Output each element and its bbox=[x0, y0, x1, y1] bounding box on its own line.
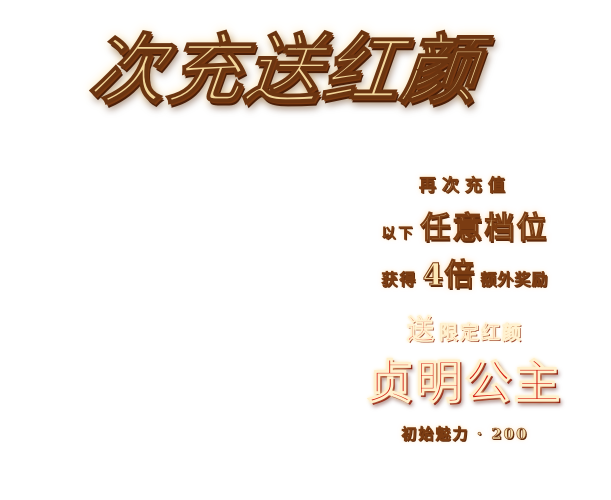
hero-stat-label: 初始魅力 bbox=[401, 425, 470, 444]
hero-stat-value: 200 bbox=[491, 425, 529, 444]
promo-copy: 再次充值 以下 任意档位 获得 4倍 额外奖励 送 限定红颜 贞明公主 初始魅力… bbox=[350, 172, 580, 448]
promo-line-gift-rest: 限定红颜 bbox=[439, 322, 524, 345]
promo-line-bonus-prefix: 获得 bbox=[381, 270, 418, 290]
promo-line-gift: 送 限定红颜 bbox=[350, 314, 580, 348]
hero-name-text: 贞明公主 bbox=[366, 354, 563, 409]
promo-line-recharge-again: 再次充值 bbox=[419, 176, 511, 197]
promo-line-bonus-multiplier: 4倍 bbox=[422, 258, 476, 294]
promo-line-any-tier: 以下 任意档位 bbox=[350, 208, 580, 250]
promo-line-any-tier-emphasis: 任意档位 bbox=[420, 211, 549, 247]
promo-line-bonus: 获得 4倍 额外奖励 bbox=[350, 254, 580, 298]
promo-line-bonus-suffix: 额外奖励 bbox=[480, 270, 549, 290]
promo-line-any-tier-prefix: 以下 bbox=[381, 226, 416, 243]
hero-stat: 初始魅力 · 200 bbox=[350, 420, 580, 448]
headline-title: 次充送红颜 bbox=[84, 24, 485, 115]
promo-line-gift-first: 送 bbox=[406, 315, 435, 347]
hero-stat-separator: · bbox=[476, 425, 484, 444]
headline: 次充送红颜 bbox=[84, 8, 540, 118]
hero-name: 贞明公主 bbox=[350, 352, 580, 412]
